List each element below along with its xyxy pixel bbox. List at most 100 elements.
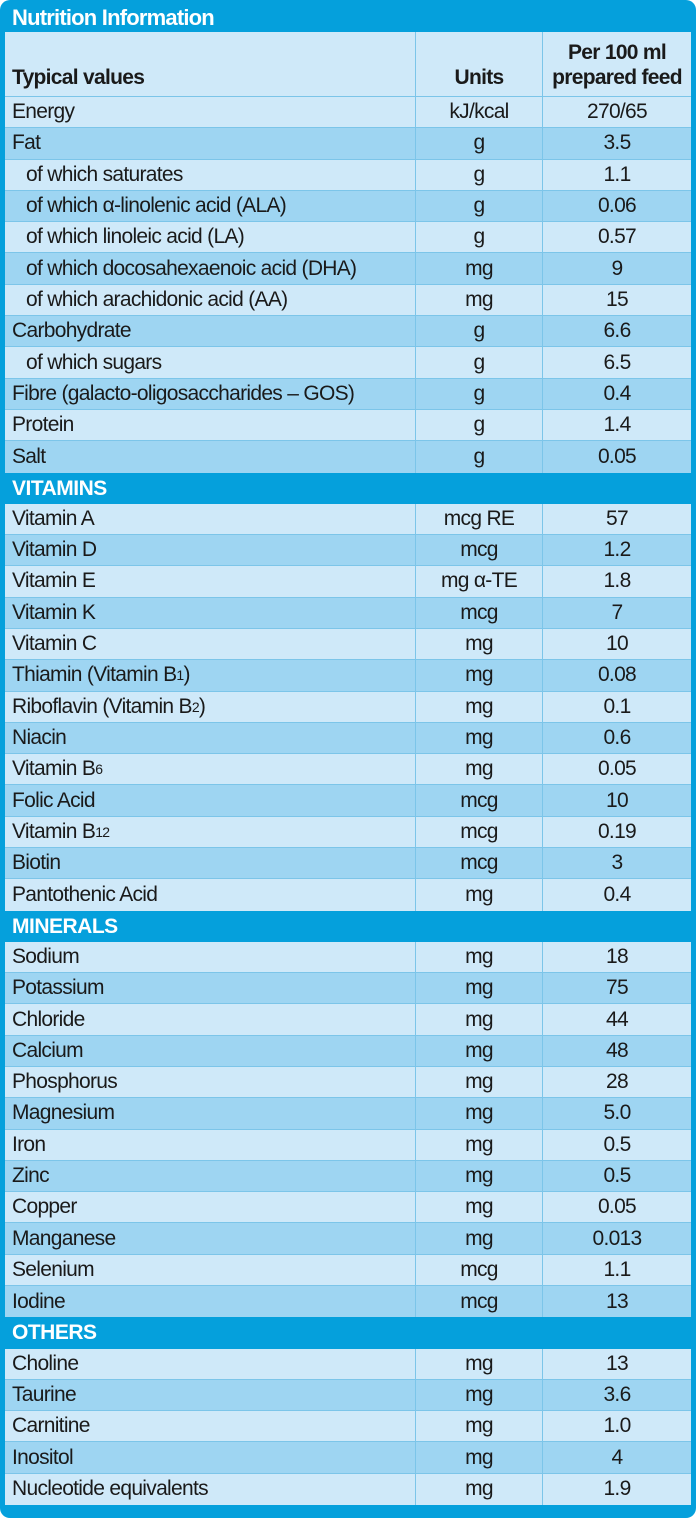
nutrient-name: Magnesium bbox=[5, 1098, 416, 1129]
nutrient-name: Manganese bbox=[5, 1223, 416, 1254]
nutrient-unit: mg bbox=[416, 1160, 543, 1192]
table-row: of which α-linolenic acid (ALA) g 0.06 bbox=[5, 190, 691, 223]
nutrient-unit: mg bbox=[416, 1192, 543, 1223]
table-row: of which arachidonic acid (AA) mg 15 bbox=[5, 284, 691, 317]
nutrient-value: 0.08 bbox=[597, 663, 637, 687]
nutrient-name: Vitamin C bbox=[5, 628, 416, 660]
nutrient-name: Selenium bbox=[5, 1254, 416, 1286]
nutrient-name: Riboflavin (Vitamin B 2) bbox=[5, 691, 416, 722]
nutrient-name-text: Folic Acid bbox=[12, 788, 96, 812]
nutrient-unit: mcg bbox=[416, 535, 543, 566]
nutrient-value: 0.57 bbox=[597, 225, 637, 249]
nutrient-name: Salt bbox=[5, 441, 416, 473]
nutrient-name: Taurine bbox=[5, 1379, 416, 1411]
table-row: Vitamin C mg 10 bbox=[5, 628, 691, 661]
nutrient-value: 0.5 bbox=[603, 1132, 631, 1156]
nutrient-name: of which docosahexaenoic acid (DHA) bbox=[5, 253, 416, 284]
table-row: Inositol mg 4 bbox=[5, 1442, 691, 1474]
nutrient-value: 3.6 bbox=[603, 1382, 631, 1406]
nutrient-value: 0.05 bbox=[597, 444, 637, 468]
nutrient-unit: mg bbox=[416, 879, 543, 911]
nutrient-value: 1.0 bbox=[603, 1414, 631, 1438]
nutrient-name: Iodine bbox=[5, 1286, 416, 1318]
nutrient-unit: g bbox=[416, 441, 543, 473]
nutrient-unit: mg bbox=[416, 973, 543, 1004]
nutrient-unit: mg bbox=[416, 1098, 543, 1129]
nutrient-unit: mcg RE bbox=[416, 503, 543, 535]
section-minerals: MINERALS bbox=[5, 910, 691, 942]
table-row: Choline mg 13 bbox=[5, 1348, 691, 1380]
nutrient-unit: g bbox=[416, 409, 543, 441]
nutrient-value: 5.0 bbox=[603, 1101, 631, 1125]
nutrient-name: Copper bbox=[5, 1192, 416, 1223]
table-row: Biotin mcg 3 bbox=[5, 848, 691, 880]
header-per-line2: prepared feed bbox=[552, 66, 682, 89]
nutrient-value: 0.6 bbox=[603, 725, 631, 749]
nutrient-name: Folic Acid bbox=[5, 785, 416, 816]
nutrient-unit: mg bbox=[416, 660, 543, 691]
nutrient-name-text: Biotin bbox=[12, 851, 61, 875]
nutrient-value: 270/65 bbox=[586, 100, 648, 124]
nutrient-name: Biotin bbox=[5, 848, 416, 879]
table-row: Calcium mg 48 bbox=[5, 1035, 691, 1067]
other-rows: Choline mg 13 Taurine mg 3.6 Carnitine mg 1.0 Ino… bbox=[5, 1348, 691, 1506]
table-row: of which sugars g 6.5 bbox=[5, 347, 691, 379]
table-row: Sodium mg 18 bbox=[5, 941, 691, 974]
table-row: Potassium mg 75 bbox=[5, 973, 691, 1005]
nutrient-value: 0.05 bbox=[597, 757, 637, 781]
nutrient-name: Carbohydrate bbox=[5, 316, 416, 347]
nutrient-unit: mcg bbox=[416, 848, 543, 879]
nutrient-value: 0.19 bbox=[597, 819, 637, 843]
nutrient-name: Vitamin E bbox=[5, 566, 416, 597]
nutrition-table: Typical values Units Per 100 ml prepared… bbox=[5, 32, 691, 1506]
nutrient-value: 0.4 bbox=[603, 381, 631, 405]
nutrient-unit: mg bbox=[416, 253, 543, 284]
nutrient-name: Vitamin D bbox=[5, 535, 416, 566]
header-per-line1: Per 100 ml bbox=[567, 41, 667, 64]
nutrient-value: 75 bbox=[606, 976, 629, 1000]
nutrient-unit: mg bbox=[416, 941, 543, 973]
nutrient-value: 6.6 bbox=[603, 319, 631, 343]
nutrient-name: Energy bbox=[5, 97, 416, 128]
nutrient-value: 1.4 bbox=[603, 413, 631, 437]
section-vitamins: VITAMINS bbox=[5, 472, 691, 504]
table-row: of which linoleic acid (LA) g 0.57 bbox=[5, 222, 691, 254]
nutrient-unit: mg bbox=[416, 1035, 543, 1066]
table-row: Vitamin E mg α-TE 1.8 bbox=[5, 566, 691, 598]
table-row: Iodine mcg 13 bbox=[5, 1286, 691, 1318]
nutrient-unit: mg bbox=[416, 1473, 543, 1506]
panel-title: Nutrition Information bbox=[12, 5, 215, 30]
nutrient-unit: kJ/kcal bbox=[416, 97, 543, 128]
nutrient-value: 57 bbox=[606, 506, 629, 530]
nutrient-name: Pantothenic Acid bbox=[5, 879, 416, 911]
nutrient-name: Choline bbox=[5, 1348, 416, 1379]
nutrient-unit: mg bbox=[416, 754, 543, 785]
nutrient-value: 1.9 bbox=[603, 1477, 631, 1501]
nutrient-value: 9 bbox=[611, 256, 624, 280]
nutrient-value: 1.1 bbox=[603, 1257, 631, 1281]
nutrient-name: Potassium bbox=[5, 973, 416, 1004]
nutrient-value: 13 bbox=[606, 1351, 629, 1375]
table-row: Niacin mg 0.6 bbox=[5, 722, 691, 755]
table-row: Pantothenic Acid mg 0.4 bbox=[5, 879, 691, 911]
nutrient-unit: mg bbox=[416, 1411, 543, 1442]
nutrient-value: 7 bbox=[611, 600, 624, 624]
nutrient-value: 3 bbox=[611, 851, 624, 875]
nutrient-name-text: Vitamin B bbox=[12, 757, 96, 781]
table-row: Phosphorus mg 28 bbox=[5, 1066, 691, 1099]
nutrient-value: 44 bbox=[606, 1007, 629, 1031]
nutrient-name: of which linoleic acid (LA) bbox=[5, 222, 416, 253]
nutrient-value: 6.5 bbox=[603, 350, 631, 374]
nutrient-name: of which sugars bbox=[5, 347, 416, 378]
table-row: Copper mg 0.05 bbox=[5, 1192, 691, 1224]
nutrient-unit: mg bbox=[416, 1223, 543, 1254]
table-row: Vitamin B 6 mg 0.05 bbox=[5, 754, 691, 786]
table-row: Vitamin K mcg 7 bbox=[5, 597, 691, 629]
nutrient-unit: mg bbox=[416, 722, 543, 754]
nutrient-name: Protein bbox=[5, 409, 416, 441]
nutrient-name: Vitamin B 12 bbox=[5, 816, 416, 848]
table-row: Fat g 3.5 bbox=[5, 128, 691, 160]
nutrient-value: 1.1 bbox=[603, 162, 631, 186]
